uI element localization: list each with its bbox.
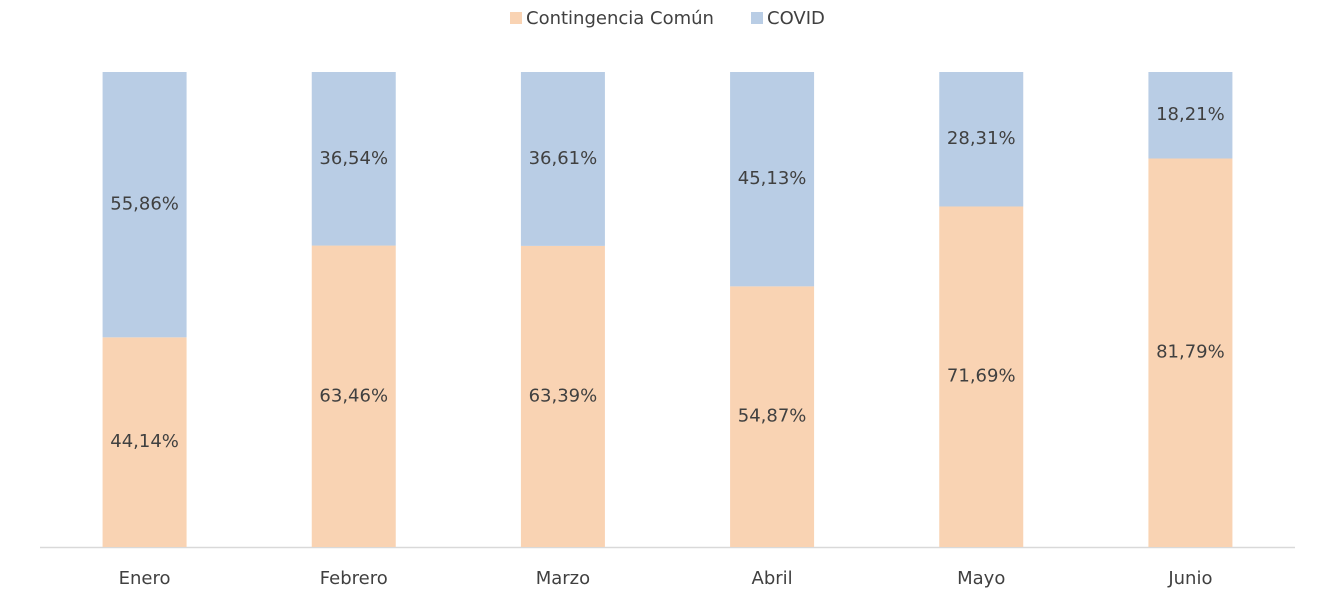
data-label: 63,39% xyxy=(529,385,598,406)
bar-segment xyxy=(1148,158,1233,547)
bar-segment xyxy=(1148,72,1233,159)
data-label: 36,54% xyxy=(319,148,388,169)
x-tick-label: Febrero xyxy=(320,568,388,589)
data-label: 55,86% xyxy=(110,194,179,215)
legend-swatch xyxy=(751,12,763,24)
bar-segment xyxy=(520,72,605,246)
bar-segment xyxy=(102,337,187,547)
bar-segment xyxy=(730,286,815,547)
bar-segment xyxy=(311,245,396,547)
data-label: 63,46% xyxy=(319,385,388,406)
legend-label: Contingencia Común xyxy=(526,8,714,29)
data-label: 28,31% xyxy=(947,128,1016,149)
bar-segment xyxy=(730,72,815,287)
data-label: 44,14% xyxy=(110,431,179,452)
data-label: 18,21% xyxy=(1156,104,1225,125)
x-tick-label: Marzo xyxy=(536,568,590,589)
data-label: 45,13% xyxy=(738,168,807,189)
bar-segment xyxy=(311,72,396,246)
bar-segment xyxy=(939,72,1024,207)
data-label: 54,87% xyxy=(738,406,807,427)
bar-segment xyxy=(102,72,187,338)
x-tick-label: Abril xyxy=(752,568,793,589)
data-label: 36,61% xyxy=(529,148,598,169)
legend-label: COVID xyxy=(767,8,825,29)
x-tick-label: Mayo xyxy=(957,568,1005,589)
data-label: 71,69% xyxy=(947,366,1016,387)
bar-segment xyxy=(520,245,605,547)
x-tick-label: Junio xyxy=(1167,568,1212,589)
data-label: 81,79% xyxy=(1156,342,1225,363)
legend-swatch xyxy=(510,12,522,24)
x-tick-label: Enero xyxy=(119,568,171,589)
bar-segment xyxy=(939,206,1024,547)
